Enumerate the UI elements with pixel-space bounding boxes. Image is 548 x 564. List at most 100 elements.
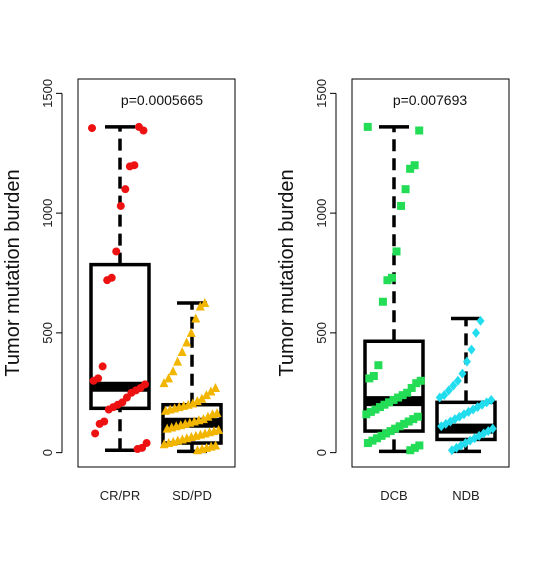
point-dcb: [363, 122, 372, 131]
point-cr-pr: [121, 185, 130, 194]
y-axis-label-right: Tumor mutation burden: [276, 169, 298, 376]
point-dcb: [397, 201, 406, 210]
point-ndb: [467, 344, 476, 355]
point-dcb: [406, 446, 415, 455]
point-dcb: [372, 434, 381, 443]
point-ndb: [449, 380, 458, 391]
point-cr-pr: [125, 162, 134, 171]
y-tick-label: 1000: [40, 199, 55, 228]
point-cr-pr: [112, 247, 121, 256]
point-dcb: [377, 431, 386, 440]
point-sd-pd: [191, 313, 201, 323]
point-dcb: [412, 379, 421, 388]
point-sd-pd: [162, 423, 172, 433]
panel-right: 0 500 1000 1500 Tumor mutation burden p=0.0…: [276, 78, 510, 503]
point-ndb: [435, 392, 444, 403]
point-sd-pd: [203, 411, 213, 421]
point-dcb: [368, 436, 377, 445]
point-dcb: [380, 400, 389, 409]
boxes-left: [89, 125, 223, 454]
point-cr-pr: [98, 362, 107, 371]
point-sd-pd: [210, 382, 220, 392]
y-tick-label: 0: [314, 449, 329, 456]
point-dcb: [394, 393, 403, 402]
y-axis-right: 0 500 1000 1500: [314, 79, 337, 456]
point-dcb: [415, 441, 424, 450]
point-dcb: [371, 405, 380, 414]
point-dcb: [362, 410, 371, 419]
point-cr-pr: [91, 429, 100, 438]
point-cr-pr: [95, 419, 104, 428]
point-sd-pd: [173, 356, 183, 366]
y-tick-label: 0: [40, 449, 55, 456]
point-ndb: [437, 421, 446, 432]
point-sd-pd: [201, 390, 211, 400]
point-sd-pd: [164, 373, 174, 383]
point-dcb: [392, 247, 401, 256]
point-dcb: [383, 276, 392, 285]
x-label-cr-pr: CR/PR: [100, 488, 140, 503]
point-dcb: [410, 161, 419, 170]
y-tick-label: 1500: [314, 79, 329, 108]
points-left: [88, 122, 224, 455]
point-cr-pr: [88, 124, 96, 133]
point-ndb: [447, 445, 456, 456]
point-dcb: [406, 164, 415, 173]
point-sd-pd: [177, 347, 187, 357]
point-sd-pd: [182, 337, 192, 347]
panel-left: 0 500 1000 1500 Tumor mutation burden p=0.0…: [2, 78, 236, 503]
point-dcb: [389, 395, 398, 404]
x-labels-left: CR/PR SD/PD: [100, 488, 212, 503]
point-sd-pd: [206, 386, 216, 396]
point-dcb: [369, 371, 378, 380]
point-dcb: [365, 374, 374, 383]
plot-frame-left: [77, 78, 236, 468]
point-sd-pd: [168, 366, 178, 376]
point-sd-pd: [159, 439, 169, 449]
p-value-left: p=0.0005665: [121, 92, 203, 108]
y-tick-label: 1000: [314, 199, 329, 228]
point-dcb: [391, 424, 400, 433]
point-sd-pd: [207, 409, 217, 419]
y-axis-label-left: Tumor mutation burden: [2, 169, 24, 376]
y-tick-label: 500: [40, 322, 55, 344]
point-ndb: [472, 327, 481, 338]
point-dcb: [398, 391, 407, 400]
point-dcb: [409, 415, 418, 424]
x-labels-right: DCB NDB: [380, 488, 479, 503]
box-cr-pr: [89, 262, 151, 411]
point-cr-pr: [134, 122, 143, 131]
point-sd-pd: [161, 405, 171, 415]
point-ndb: [476, 315, 485, 326]
point-sd-pd: [192, 445, 202, 455]
point-dcb: [386, 427, 395, 436]
point-dcb: [395, 422, 404, 431]
point-dcb: [385, 398, 394, 407]
point-ndb: [444, 385, 453, 396]
y-tick-label: 500: [314, 322, 329, 344]
p-value-right: p=0.007693: [393, 92, 468, 108]
x-label-dcb: DCB: [380, 488, 407, 503]
x-label-sd-pd: SD/PD: [172, 488, 212, 503]
point-dcb: [401, 185, 410, 194]
x-label-ndb: NDB: [452, 488, 479, 503]
point-ndb: [458, 368, 467, 379]
point-dcb: [363, 439, 372, 448]
point-dcb: [375, 403, 384, 412]
plot-frame-right: [351, 78, 510, 468]
point-sd-pd: [200, 297, 210, 307]
point-dcb: [413, 412, 422, 421]
point-dcb: [378, 297, 387, 306]
point-cr-pr: [103, 276, 112, 285]
point-cr-pr: [89, 376, 98, 385]
point-dcb: [410, 443, 419, 452]
point-sd-pd: [159, 378, 169, 388]
point-dcb: [407, 383, 416, 392]
point-dcb: [374, 361, 383, 370]
point-sd-pd: [192, 396, 202, 406]
point-sd-pd: [197, 393, 207, 403]
point-cr-pr: [133, 445, 142, 454]
point-dcb: [387, 273, 396, 282]
point-dcb: [415, 126, 424, 135]
